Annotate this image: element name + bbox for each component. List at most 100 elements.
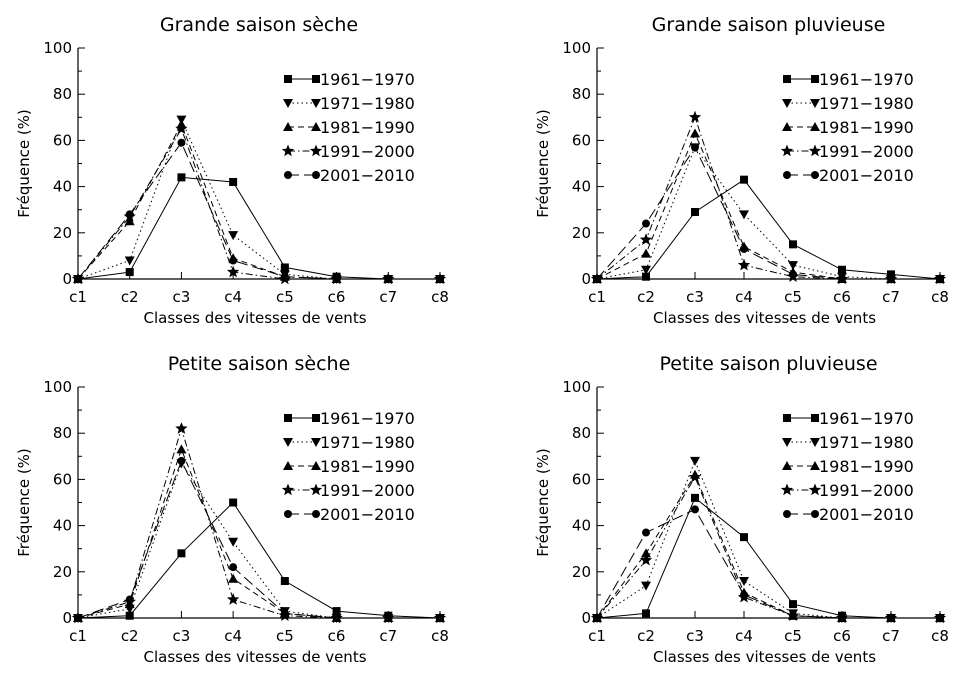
legend-marker	[808, 483, 822, 496]
data-point	[936, 275, 944, 283]
y-tick-label: 40	[53, 517, 72, 535]
x-tick-label: c4	[224, 627, 242, 645]
y-tick-label: 60	[572, 131, 591, 149]
x-tick-label: c3	[173, 288, 191, 306]
data-point	[436, 275, 444, 283]
legend-label: 2001−2010	[819, 505, 914, 524]
series-line	[596, 508, 940, 619]
x-tick-label: c8	[931, 627, 949, 645]
data-point	[688, 470, 702, 483]
data-point	[228, 573, 239, 583]
data-point	[226, 593, 240, 605]
legend-label: 1991−2000	[819, 142, 914, 161]
data-point	[838, 265, 846, 274]
chart-title: Petite saison sèche	[168, 353, 351, 375]
x-tick-label: c8	[431, 288, 449, 306]
data-point	[177, 173, 186, 182]
data-point	[332, 275, 341, 283]
data-point	[642, 219, 650, 228]
series-line	[77, 176, 440, 280]
data-point	[280, 609, 289, 618]
legend-marker	[783, 171, 791, 179]
y-tick-label: 100	[562, 378, 591, 396]
data-point	[125, 611, 134, 620]
data-point	[789, 270, 797, 279]
y-tick-label: 40	[572, 178, 591, 196]
legend-marker	[309, 144, 323, 157]
chart-panel-3: Petite saison sèche 0 20 40 60 80 100 c1 c2 c3 c4 c…	[15, 353, 449, 666]
data-point	[641, 265, 651, 275]
legend-marker	[281, 144, 295, 157]
x-tick-label: c5	[276, 288, 294, 306]
series-line	[596, 475, 940, 619]
data-point	[175, 422, 188, 434]
data-point	[740, 244, 748, 253]
data-point	[740, 175, 748, 184]
legend-marker	[312, 75, 320, 83]
y-tick-label: 20	[53, 563, 72, 581]
data-point	[887, 275, 895, 283]
data-point	[593, 275, 601, 283]
data-point	[228, 537, 239, 547]
data-point	[124, 256, 135, 266]
legend-label: 1971−1980	[819, 433, 914, 452]
x-axis-label: Classes des vitesses de vents	[143, 309, 366, 327]
data-point	[788, 261, 798, 271]
x-axis-label: Classes des vitesses de vents	[653, 648, 876, 666]
data-point	[639, 233, 653, 245]
legend-marker	[311, 99, 321, 108]
data-point	[691, 208, 699, 217]
legend-label: 1961−1970	[819, 409, 914, 428]
y-tick-label: 20	[572, 224, 591, 242]
data-point	[639, 553, 653, 566]
data-point	[125, 595, 134, 604]
data-point	[691, 143, 699, 152]
data-point	[177, 138, 186, 147]
series-5	[74, 138, 444, 283]
x-tick-label: c3	[686, 288, 704, 306]
legend-marker	[311, 438, 321, 447]
data-point	[789, 240, 797, 249]
data-point	[332, 614, 341, 622]
data-point	[690, 128, 700, 138]
legend-label: 1981−1990	[819, 118, 914, 137]
data-point	[789, 611, 797, 620]
legend-marker	[311, 461, 321, 470]
legend-marker	[782, 438, 792, 447]
x-tick-label: c1	[69, 288, 87, 306]
x-tick-label: c7	[882, 627, 900, 645]
legend-marker	[783, 510, 791, 518]
legend-marker	[283, 122, 293, 131]
data-point	[641, 548, 651, 558]
x-tick-label: c8	[931, 288, 949, 306]
legend-marker	[782, 99, 792, 108]
legend-marker	[808, 144, 822, 157]
legend-marker	[281, 483, 295, 496]
legend-label: 2001−2010	[320, 505, 415, 524]
legend-label: 1981−1990	[320, 457, 415, 476]
data-point	[740, 533, 748, 542]
legend-label: 1961−1970	[320, 409, 415, 428]
y-axis-label: Fréquence (%)	[534, 448, 552, 557]
series-5	[593, 505, 944, 622]
chart-title: Grande saison pluvieuse	[652, 14, 886, 36]
x-tick-label: c1	[588, 288, 606, 306]
x-tick-label: c1	[69, 627, 87, 645]
chart-title: Grande saison sèche	[160, 14, 358, 36]
y-tick-label: 80	[53, 85, 72, 103]
data-point	[789, 600, 797, 609]
data-point	[226, 265, 240, 278]
x-axis-label: Classes des vitesses de vents	[653, 309, 876, 327]
data-point	[384, 614, 393, 622]
legend-marker	[783, 75, 791, 83]
x-tick-label: c7	[379, 627, 397, 645]
legend-marker	[311, 122, 321, 131]
data-point	[641, 581, 651, 591]
data-point	[280, 577, 289, 586]
y-axis-label: Fréquence (%)	[15, 109, 33, 218]
data-point	[642, 528, 650, 537]
data-point	[176, 444, 187, 454]
legend: 1961−1970 1971−1980 1981−1990 1991−2000 2001…	[281, 409, 415, 524]
y-tick-label: 80	[572, 85, 591, 103]
